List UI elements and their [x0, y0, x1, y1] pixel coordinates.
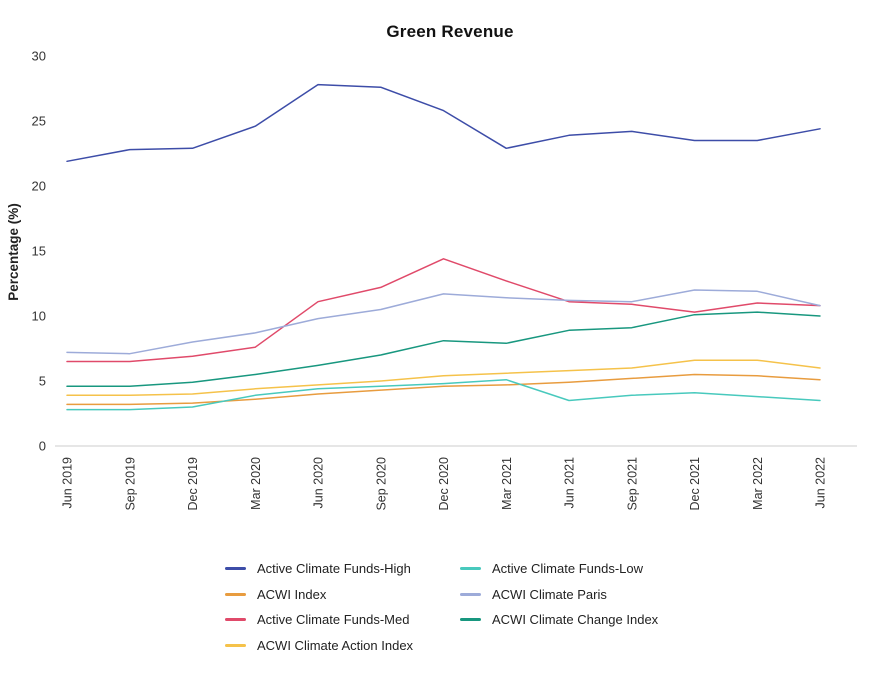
legend-item-acwi-climate-paris[interactable]: ACWI Climate Paris	[460, 582, 658, 608]
y-tick-label: 15	[32, 244, 46, 259]
series-line-acwi-climate-action-index[interactable]	[66, 359, 821, 397]
legend-swatch	[460, 618, 481, 622]
legend-item-active-climate-funds-med[interactable]: Active Climate Funds-Med	[225, 607, 413, 633]
series-line-active-climate-funds-med[interactable]	[66, 258, 821, 363]
x-tick-label: Jun 2022	[814, 457, 828, 508]
x-tick-label: Mar 2022	[751, 457, 765, 510]
legend-label: ACWI Climate Action Index	[257, 637, 414, 653]
x-tick-label: Sep 2020	[374, 457, 388, 511]
y-tick-label: 0	[39, 439, 46, 454]
x-tick-label: Sep 2021	[625, 457, 639, 511]
series-line-acwi-climate-paris[interactable]	[66, 289, 821, 355]
x-tick-label: Dec 2020	[437, 457, 451, 511]
x-tick-label: Mar 2021	[500, 457, 514, 510]
x-tick-label: Dec 2021	[688, 457, 702, 511]
x-tick-label: Jun 2019	[61, 457, 75, 508]
plot-svg: 0 5 10 15 20 25 30 Percentage (%) Jun 2019 Sep 20…	[6, 49, 857, 511]
legend-swatch	[225, 643, 246, 647]
series-line-acwi-climate-change-index[interactable]	[66, 311, 821, 387]
x-tick-label: Jun 2020	[312, 457, 326, 508]
legend-item-acwi-index[interactable]: ACWI Index	[225, 582, 413, 608]
legend-item-acwi-climate-change-index[interactable]: ACWI Climate Change Index	[460, 607, 658, 633]
x-tick-label: Jun 2021	[563, 457, 577, 508]
chart-title: Green Revenue	[386, 22, 514, 41]
legend-label: Active Climate Funds-High	[257, 561, 411, 577]
y-tick-label: 30	[32, 49, 46, 64]
y-tick-label: 25	[32, 114, 46, 129]
y-tick-label: 5	[39, 374, 46, 389]
x-tick-label: Mar 2020	[249, 457, 263, 510]
x-tick-label: Dec 2019	[186, 457, 200, 511]
legend-column-2: Active Climate Funds-Low ACWI Climate Par…	[460, 556, 658, 633]
legend-swatch	[225, 618, 246, 622]
series-line-active-climate-funds-high[interactable]	[66, 83, 821, 163]
legend-swatch	[225, 592, 246, 596]
chart-area: 0 5 10 15 20 25 30 Percentage (%) Jun 2019 Sep 20…	[6, 49, 857, 511]
legend-item-acwi-climate-action-index[interactable]: ACWI Climate Action Index	[225, 633, 413, 659]
legend-label: Active Climate Funds-Med	[257, 612, 410, 628]
legend-swatch	[460, 592, 481, 596]
legend-label: Active Climate Funds-Low	[492, 561, 643, 577]
series-line-acwi-index[interactable]	[66, 373, 821, 406]
legend-swatch	[460, 567, 481, 571]
series-line-active-climate-funds-low[interactable]	[66, 378, 821, 411]
legend-label: ACWI Climate Paris	[492, 586, 607, 602]
y-axis-title: Percentage (%)	[6, 203, 21, 301]
legend-column-1: Active Climate Funds-High ACWI Index Activ…	[225, 556, 413, 658]
x-tick-label: Sep 2019	[123, 457, 137, 511]
y-tick-label: 10	[32, 309, 46, 324]
legend-item-active-climate-funds-high[interactable]: Active Climate Funds-High	[225, 556, 413, 582]
legend-swatch	[225, 567, 246, 571]
legend-item-active-climate-funds-low[interactable]: Active Climate Funds-Low	[460, 556, 658, 582]
y-tick-label: 20	[32, 179, 46, 194]
legend-label: ACWI Climate Change Index	[492, 612, 659, 628]
legend-label: ACWI Index	[257, 586, 327, 602]
